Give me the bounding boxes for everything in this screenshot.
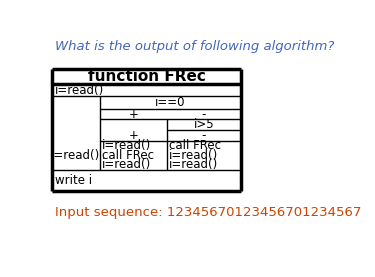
Text: call FRec: call FRec: [102, 149, 154, 162]
Text: i=read(): i=read(): [170, 158, 219, 171]
Text: i=read(): i=read(): [170, 149, 219, 162]
Text: +: +: [128, 107, 138, 120]
Text: -: -: [202, 129, 206, 142]
Text: +: +: [128, 129, 138, 142]
Text: function FRec: function FRec: [87, 69, 206, 84]
Text: i=read(): i=read(): [51, 149, 100, 162]
Text: Input sequence: 12345670123456701234567: Input sequence: 12345670123456701234567: [55, 206, 361, 219]
Text: i>5: i>5: [194, 118, 214, 131]
Text: i=read(): i=read(): [55, 84, 104, 97]
Text: What is the output of following algorithm?: What is the output of following algorith…: [55, 40, 334, 53]
Text: write i: write i: [55, 174, 92, 187]
Text: call FRec: call FRec: [170, 139, 221, 152]
Text: i=read(): i=read(): [102, 158, 151, 171]
Text: i==0: i==0: [155, 96, 185, 109]
Text: i=read(): i=read(): [102, 139, 151, 152]
Text: -: -: [202, 107, 206, 120]
